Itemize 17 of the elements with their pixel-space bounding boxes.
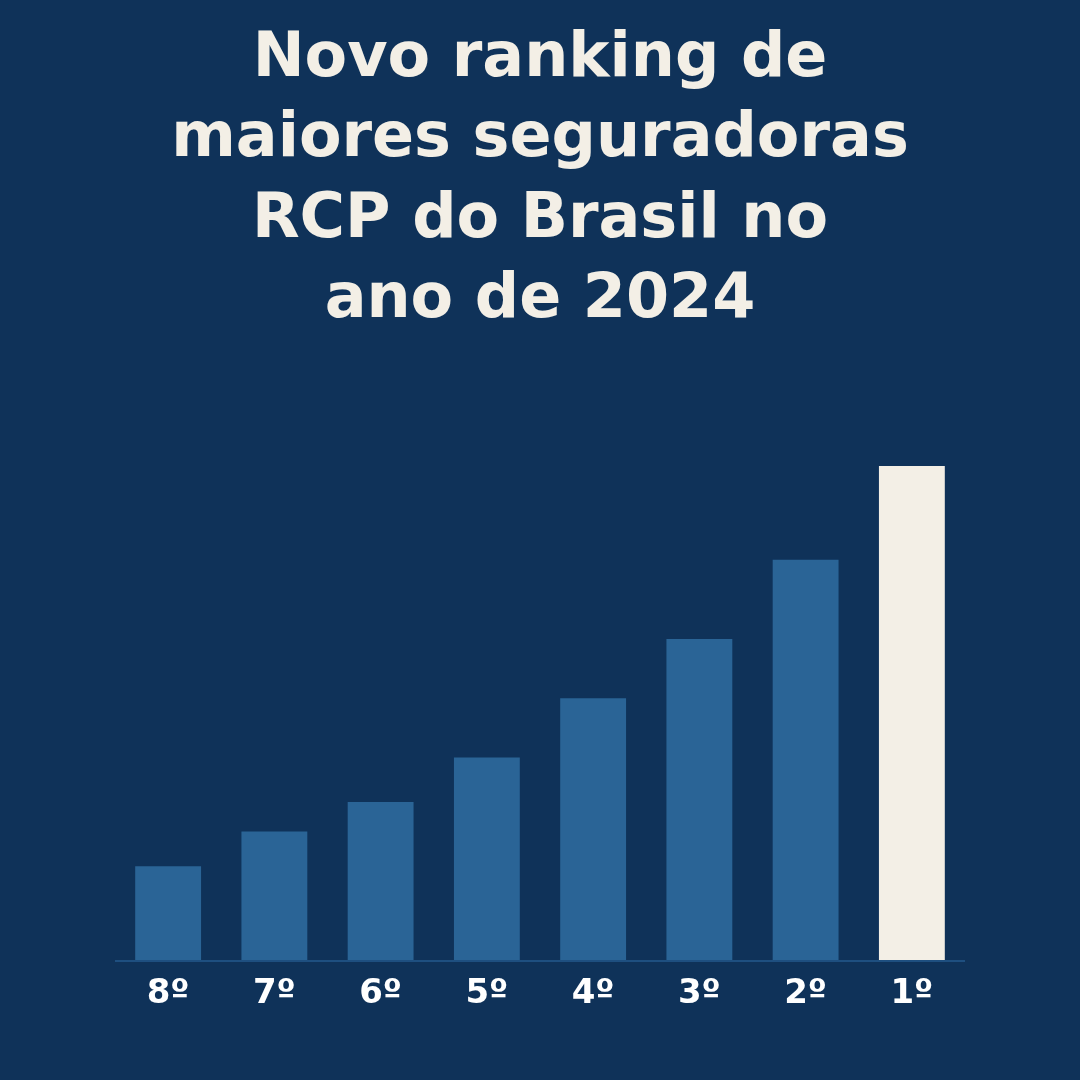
bar (347, 801, 414, 960)
x-tick-label: 7º (252, 970, 296, 1011)
bar (560, 698, 627, 960)
bar (878, 466, 945, 960)
x-tick-label: 5º (465, 970, 509, 1011)
bar (666, 638, 733, 960)
chart-title: Novo ranking de maiores seguradoras RCP do Brasil no ano de 2024 (171, 17, 909, 333)
bar (453, 757, 520, 960)
bar (135, 866, 202, 960)
x-tick-label: 4º (571, 970, 615, 1011)
bar (772, 559, 839, 960)
x-tick-label: 2º (784, 970, 828, 1011)
x-tick-label: 1º (890, 970, 934, 1011)
x-tick-label: 3º (677, 970, 721, 1011)
x-tick-label: 6º (359, 970, 403, 1011)
x-tick-label: 8º (146, 970, 190, 1011)
bar (241, 831, 308, 960)
